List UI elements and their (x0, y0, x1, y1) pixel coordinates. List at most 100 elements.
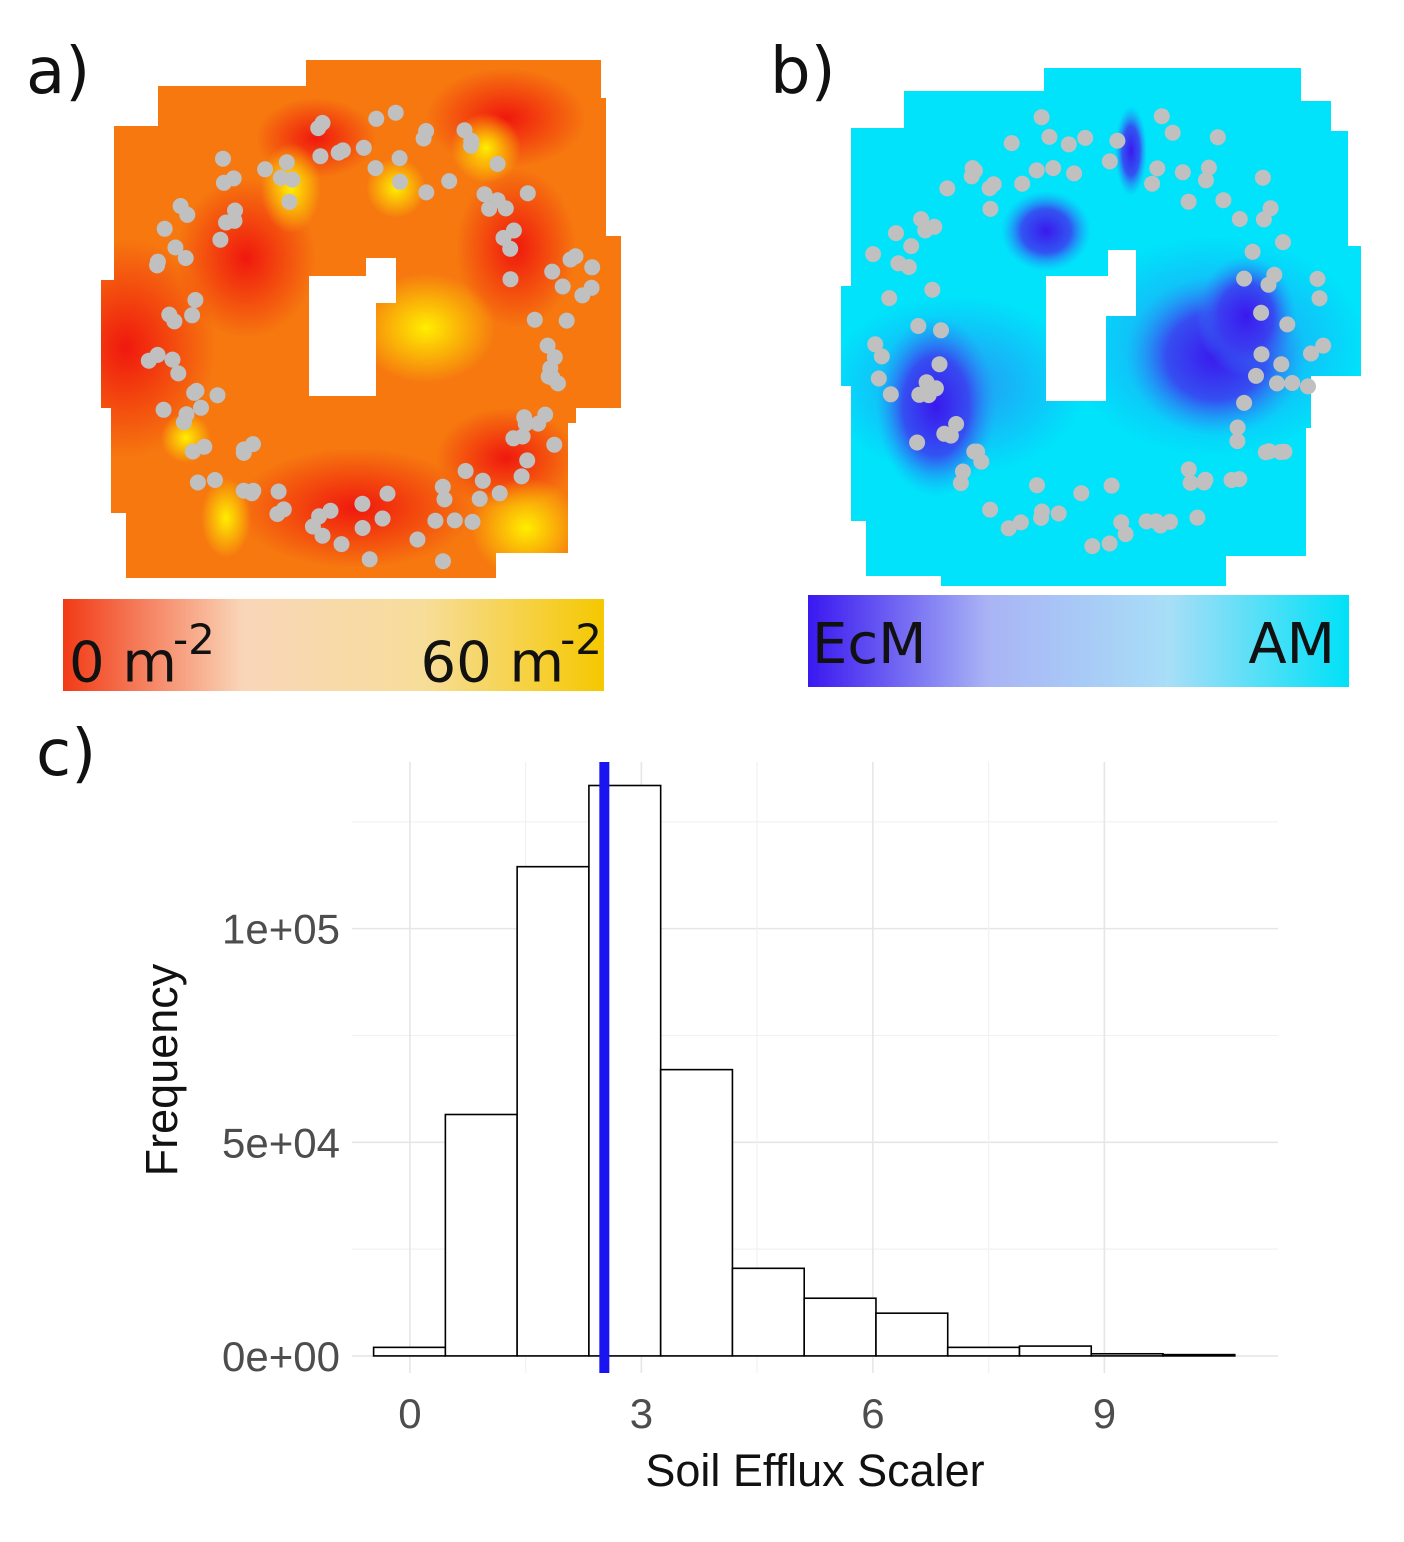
tree-point (1284, 375, 1301, 391)
tree-point (1164, 124, 1181, 141)
tree-point (367, 160, 384, 177)
tree-point (270, 483, 287, 500)
tree-point (1253, 304, 1270, 321)
histogram-bar (372, 1346, 447, 1357)
tree-point (1261, 443, 1278, 460)
tree-point (481, 200, 498, 217)
tree-point (865, 246, 882, 263)
tree-point (418, 123, 435, 139)
histogram-bar (946, 1346, 1021, 1357)
tree-point (188, 382, 205, 399)
tree-point (1231, 471, 1248, 488)
tree-point (187, 292, 204, 308)
tree-point (574, 287, 591, 304)
tree-point (361, 551, 378, 568)
tree-point (1309, 270, 1326, 287)
tree-point (172, 198, 189, 214)
tree-point (516, 409, 533, 426)
tree-point (311, 508, 328, 525)
tree-point (497, 200, 514, 217)
y-tick-label: 1e+05 (222, 906, 340, 953)
tree-point (1182, 474, 1199, 491)
mycorrhizal-map (841, 68, 1361, 586)
tree-point (939, 180, 956, 197)
tree-point (476, 186, 493, 203)
tree-point (227, 202, 243, 219)
tree-point (1209, 129, 1226, 146)
tree-point (1231, 211, 1248, 227)
tree-point (1045, 160, 1062, 177)
tree-point (519, 452, 536, 469)
tree-point (918, 374, 935, 391)
panel-a-legend-max: 60 m-2 (420, 615, 603, 696)
histogram-bar (731, 1267, 805, 1357)
tree-point (272, 169, 289, 186)
tree-point (873, 348, 890, 365)
tree-point (392, 173, 408, 190)
tree-point (1180, 461, 1197, 478)
tree-point (882, 386, 899, 403)
tree-point (1033, 503, 1050, 520)
histogram-bar (659, 1068, 734, 1357)
tree-point (374, 510, 391, 527)
tree-point (177, 250, 194, 266)
tree-point (1197, 471, 1214, 488)
tree-point (193, 399, 209, 416)
tree-point (870, 370, 887, 387)
tree-point (1149, 160, 1166, 177)
tree-point (156, 220, 173, 237)
x-axis-label: Soil Efflux Scaler (645, 1445, 984, 1496)
tree-point (1138, 513, 1155, 530)
tree-point (881, 290, 898, 307)
tree-point (917, 222, 934, 239)
tree-point (409, 531, 426, 548)
tree-point (436, 491, 453, 508)
tree-point (1103, 477, 1120, 494)
tree-point (550, 375, 566, 392)
tree-point (1275, 234, 1291, 251)
tree-point (1229, 433, 1246, 450)
histogram-bar (444, 1113, 518, 1357)
y-axis-ticks: 0e+00 5e+04 1e+05 (222, 906, 340, 1380)
tree-point (1311, 290, 1328, 307)
panel-a-label: a) (26, 35, 91, 109)
canopy-map (101, 60, 621, 578)
tree-point (209, 387, 226, 404)
tree-point (1253, 346, 1270, 363)
tree-point (584, 259, 601, 276)
tree-point (948, 416, 965, 432)
tree-point (245, 436, 261, 453)
tree-point (471, 490, 488, 507)
tree-point (314, 114, 331, 131)
tree-point (888, 225, 904, 242)
tree-point (1028, 162, 1045, 179)
tree-point (513, 468, 530, 485)
tree-point (464, 513, 481, 530)
tree-point (1197, 172, 1214, 189)
tree-point (867, 336, 884, 353)
tree-point (212, 231, 229, 248)
tree-point (334, 142, 351, 159)
panel-b-label: b) (770, 35, 836, 109)
tree-point (1084, 538, 1101, 555)
tree-point (544, 263, 561, 280)
histogram-bar (1162, 1353, 1236, 1357)
histogram-bar (1090, 1352, 1164, 1357)
tree-point (1273, 356, 1290, 373)
tree-point (1229, 419, 1246, 436)
tree-point (909, 434, 926, 451)
tree-point (170, 365, 187, 382)
tree-point (903, 238, 920, 255)
tree-point (355, 139, 372, 156)
tree-point (1041, 128, 1058, 145)
tree-point (155, 401, 172, 418)
x-tick-label: 3 (630, 1390, 653, 1437)
tree-point (434, 478, 451, 495)
panel-a-legend-min: 0 m-2 (69, 615, 215, 696)
tree-point (1236, 270, 1253, 287)
tree-point (225, 170, 242, 187)
tree-point (1014, 175, 1031, 192)
tree-point (539, 337, 556, 354)
panel-a-legend-gradient (63, 599, 604, 691)
